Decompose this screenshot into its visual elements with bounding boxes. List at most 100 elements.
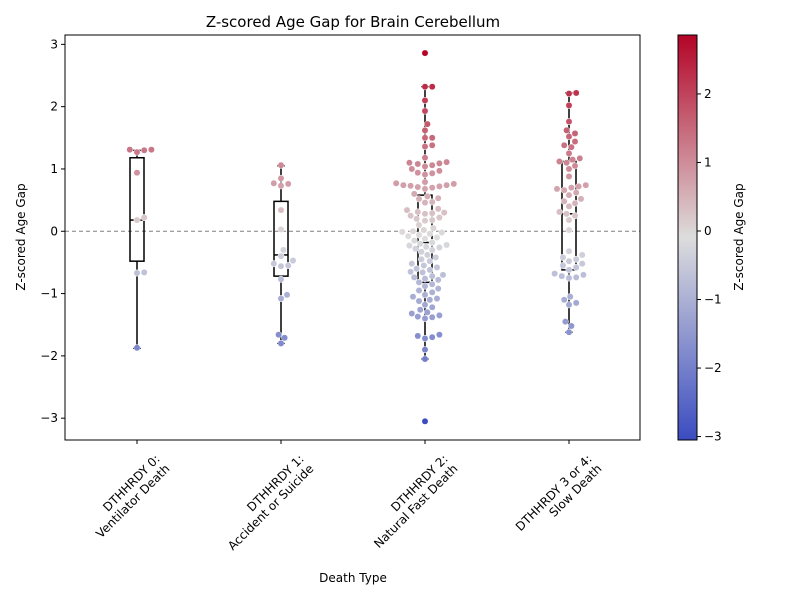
- colorbar-tick-label: −3: [704, 430, 722, 444]
- x-tick-label: DTHHRDY 1:Accident or Suicide: [215, 452, 316, 553]
- colorbar: −3 −2 −1 0 1 2: [677, 34, 722, 444]
- data-point: [434, 276, 442, 284]
- data-point: [435, 182, 443, 190]
- data-point: [415, 297, 423, 305]
- chart-title: Z-scored Age Gap for Brain Cerebellum: [206, 13, 500, 31]
- data-point: [426, 257, 434, 265]
- data-point: [410, 190, 418, 198]
- data-point: [277, 275, 285, 283]
- data-point: [409, 227, 417, 235]
- data-point: [565, 101, 573, 109]
- data-point: [433, 295, 441, 303]
- data-point: [279, 246, 287, 254]
- data-point: [413, 265, 421, 273]
- data-point: [403, 206, 411, 214]
- data-point: [560, 186, 568, 194]
- data-point: [567, 322, 575, 330]
- data-point: [428, 272, 436, 280]
- data-point: [417, 248, 425, 256]
- data-point: [428, 184, 436, 192]
- y-axis-label: Z-scored Age Gap: [14, 183, 28, 290]
- data-point: [421, 417, 429, 425]
- data-point: [277, 262, 285, 270]
- data-point: [277, 295, 285, 303]
- data-point: [421, 83, 429, 91]
- data-point: [428, 198, 436, 206]
- data-point: [284, 180, 292, 188]
- data-point: [126, 146, 134, 154]
- data-point: [417, 255, 425, 263]
- data-point: [563, 159, 571, 167]
- data-point: [421, 301, 429, 309]
- data-point: [414, 169, 422, 177]
- data-point: [572, 273, 580, 281]
- data-point: [140, 146, 148, 154]
- data-point: [428, 239, 436, 246]
- colorbar-tick-label: −1: [704, 293, 722, 307]
- plot-frame: [64, 34, 641, 441]
- box-iqr: [129, 156, 145, 262]
- data-point: [415, 221, 423, 229]
- data-point: [561, 318, 569, 326]
- data-point: [133, 269, 141, 277]
- data-point: [277, 339, 285, 347]
- data-point: [133, 148, 141, 156]
- data-point: [423, 308, 431, 316]
- data-point: [565, 226, 573, 234]
- data-point: [572, 299, 580, 307]
- data-point: [565, 149, 573, 157]
- data-point: [426, 230, 434, 238]
- data-point: [284, 262, 292, 269]
- data-point: [147, 146, 155, 154]
- data-point: [420, 226, 428, 234]
- data-point: [439, 271, 447, 279]
- data-point: [433, 263, 441, 271]
- data-point: [404, 232, 412, 240]
- data-point: [398, 228, 406, 236]
- y-tick-label: 1: [50, 162, 58, 176]
- data-point: [277, 182, 285, 190]
- data-point: [428, 161, 436, 169]
- data-point: [408, 260, 416, 268]
- data-point: [408, 165, 416, 173]
- data-point: [571, 138, 579, 145]
- data-point: [428, 169, 436, 177]
- data-point: [572, 255, 580, 263]
- data-point: [572, 89, 580, 97]
- colorbar-tick-label: 0: [704, 224, 712, 238]
- data-point: [423, 120, 431, 128]
- data-point: [415, 278, 423, 286]
- data-point: [415, 195, 423, 203]
- data-point: [289, 257, 297, 265]
- data-point: [421, 346, 429, 354]
- data-point: [565, 301, 573, 309]
- data-point: [450, 180, 458, 188]
- data-point: [443, 241, 451, 249]
- data-point: [438, 229, 446, 236]
- data-point: [559, 262, 567, 269]
- data-point: [555, 158, 563, 165]
- data-point: [421, 134, 429, 142]
- x-tick-label: DTHHRDY 0:Ventilator Death: [84, 452, 173, 541]
- data-point: [566, 293, 574, 301]
- data-point: [443, 158, 451, 166]
- data-point: [567, 143, 575, 151]
- data-point: [565, 247, 573, 255]
- data-point: [560, 197, 568, 205]
- data-point: [582, 181, 590, 189]
- colorbar-tick-label: 1: [704, 155, 712, 169]
- data-point: [565, 274, 573, 282]
- data-point: [421, 199, 429, 207]
- y-tick-label: 3: [50, 37, 58, 51]
- data-point: [423, 251, 431, 259]
- x-tick-label: DTHHRDY 2:Natural Fast Death: [361, 452, 460, 551]
- data-point: [428, 313, 436, 321]
- data-point: [565, 202, 573, 210]
- data-point: [579, 271, 587, 279]
- data-point: [133, 216, 141, 224]
- data-point: [560, 141, 568, 149]
- data-point: [421, 210, 429, 218]
- y-tick-label: −2: [40, 349, 58, 363]
- data-point: [277, 225, 285, 233]
